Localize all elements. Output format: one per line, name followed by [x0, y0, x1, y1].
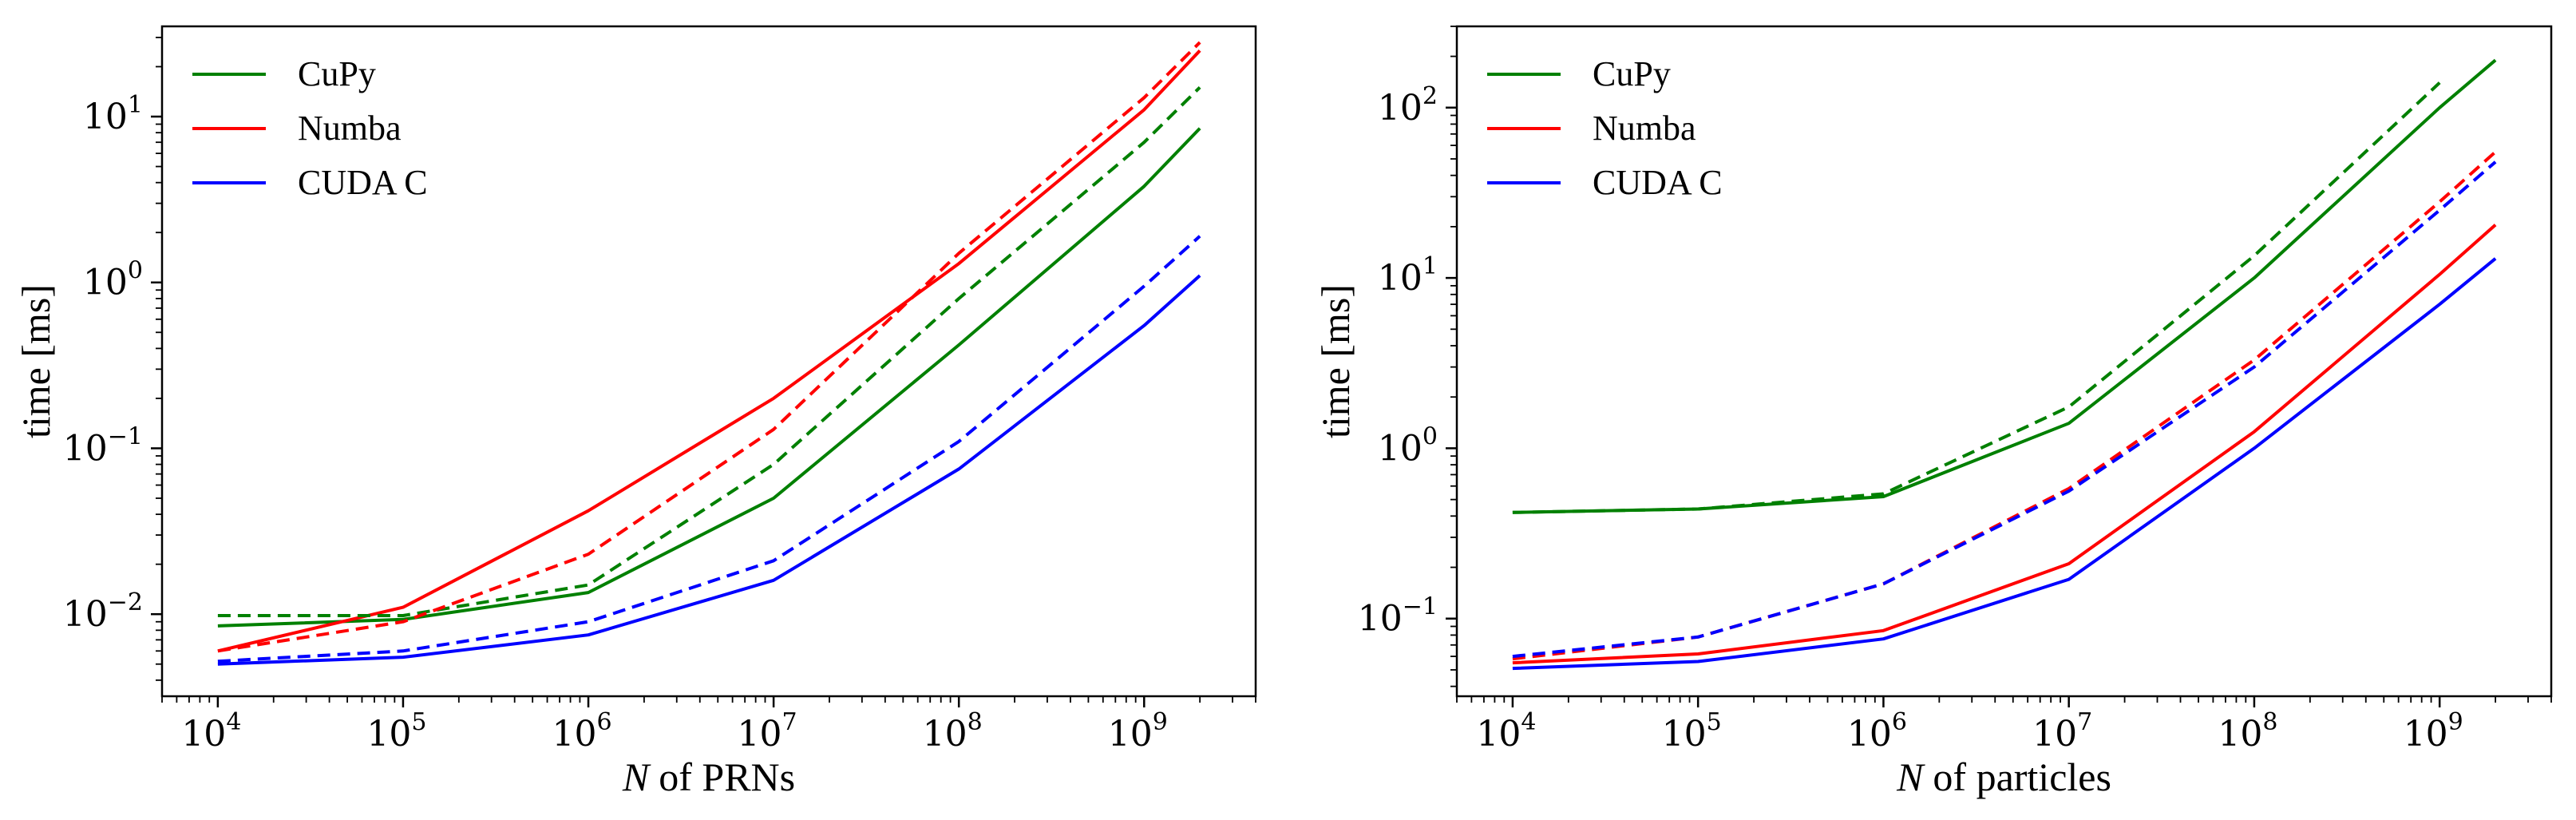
series-numba-dashed: [1512, 150, 2497, 661]
x-tick-label: 107: [2032, 708, 2092, 755]
y-tick-label: 10−1: [63, 422, 143, 469]
chart-panel-2: 104 105 106 107 108 109 10−1 100 101 102 N of parti…: [1313, 25, 2553, 799]
plot-frame: [1455, 25, 2553, 698]
y-tick-label: 102: [1378, 82, 1438, 129]
y-tick-label: 10−2: [63, 588, 143, 635]
x-tick-label: 105: [1662, 708, 1722, 755]
y-tick-label: 101: [1378, 252, 1438, 299]
y-tick-label: 10−1: [1358, 593, 1438, 640]
legend-label: Numba: [298, 109, 402, 148]
series-cuda-c-dashed: [1512, 160, 2497, 659]
legend-label: CUDA C: [298, 163, 428, 202]
series-numba: [217, 50, 1201, 653]
chart-panel-1: 104 105 106 107 108 109 10−2 10−1 100 101 N of PRNs…: [14, 25, 1257, 799]
x-tick-label: 108: [2218, 708, 2277, 755]
legend-label: CUDA C: [1593, 163, 1723, 202]
series-cuda-c-dashed: [217, 235, 1201, 664]
legend-label: CuPy: [298, 54, 376, 93]
plot-frame: [160, 25, 1257, 698]
series-cuda-c: [1512, 257, 2497, 671]
y-axis-label: time [ms]: [14, 284, 58, 438]
series-numba: [1512, 224, 2497, 665]
x-tick-label: 104: [1476, 708, 1536, 755]
x-tick-label: 107: [738, 708, 797, 755]
series-cupy: [217, 127, 1201, 628]
legend: CuPy Numba CUDA C: [1487, 54, 1723, 202]
series-cupy-dashed: [217, 85, 1201, 617]
y-axis-label: time [ms]: [1313, 284, 1358, 438]
x-tick-label: 109: [2404, 708, 2463, 755]
y-tick-label: 100: [83, 257, 143, 303]
y-tick-label: 101: [83, 91, 143, 137]
x-tick-label: 106: [552, 708, 611, 755]
x-tick-label: 104: [181, 708, 241, 755]
x-tick-label: 105: [366, 708, 426, 755]
legend-label: Numba: [1593, 109, 1696, 148]
x-tick-label: 106: [1847, 708, 1907, 755]
series-cuda-c: [217, 274, 1201, 666]
series-numba-dashed: [217, 41, 1201, 653]
x-tick-label: 109: [1108, 708, 1168, 755]
x-tick-label: 108: [923, 708, 983, 755]
legend: CuPy Numba CUDA C: [192, 54, 428, 202]
y-tick-label: 100: [1378, 422, 1438, 469]
legend-label: CuPy: [1593, 54, 1671, 93]
